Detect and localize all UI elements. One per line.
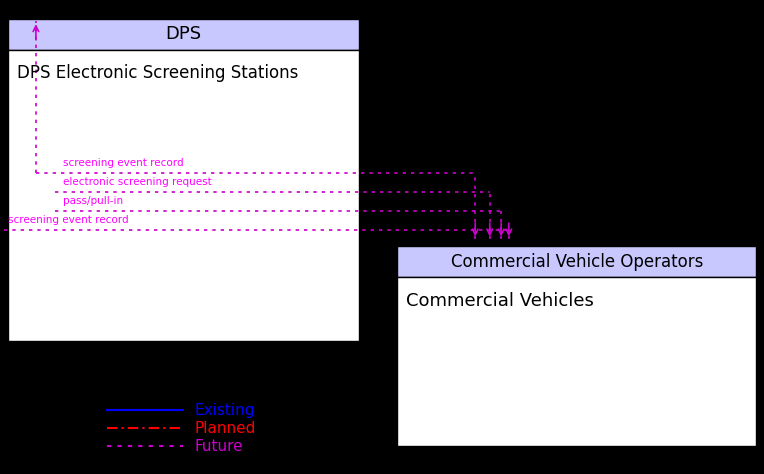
FancyBboxPatch shape (8, 19, 359, 50)
Text: DPS Electronic Screening Stations: DPS Electronic Screening Stations (17, 64, 298, 82)
FancyBboxPatch shape (397, 277, 756, 446)
Text: electronic screening request: electronic screening request (63, 177, 212, 187)
Text: Commercial Vehicles: Commercial Vehicles (406, 292, 594, 310)
Text: screening event record: screening event record (63, 158, 184, 168)
Text: Future: Future (195, 438, 244, 454)
Text: DPS: DPS (165, 26, 202, 43)
Text: Existing: Existing (195, 402, 255, 418)
FancyBboxPatch shape (8, 50, 359, 341)
Text: Commercial Vehicle Operators: Commercial Vehicle Operators (451, 253, 703, 271)
Text: screening event record: screening event record (8, 215, 128, 225)
Text: Planned: Planned (195, 420, 256, 436)
Text: pass/pull-in: pass/pull-in (63, 196, 124, 206)
FancyBboxPatch shape (397, 246, 756, 277)
